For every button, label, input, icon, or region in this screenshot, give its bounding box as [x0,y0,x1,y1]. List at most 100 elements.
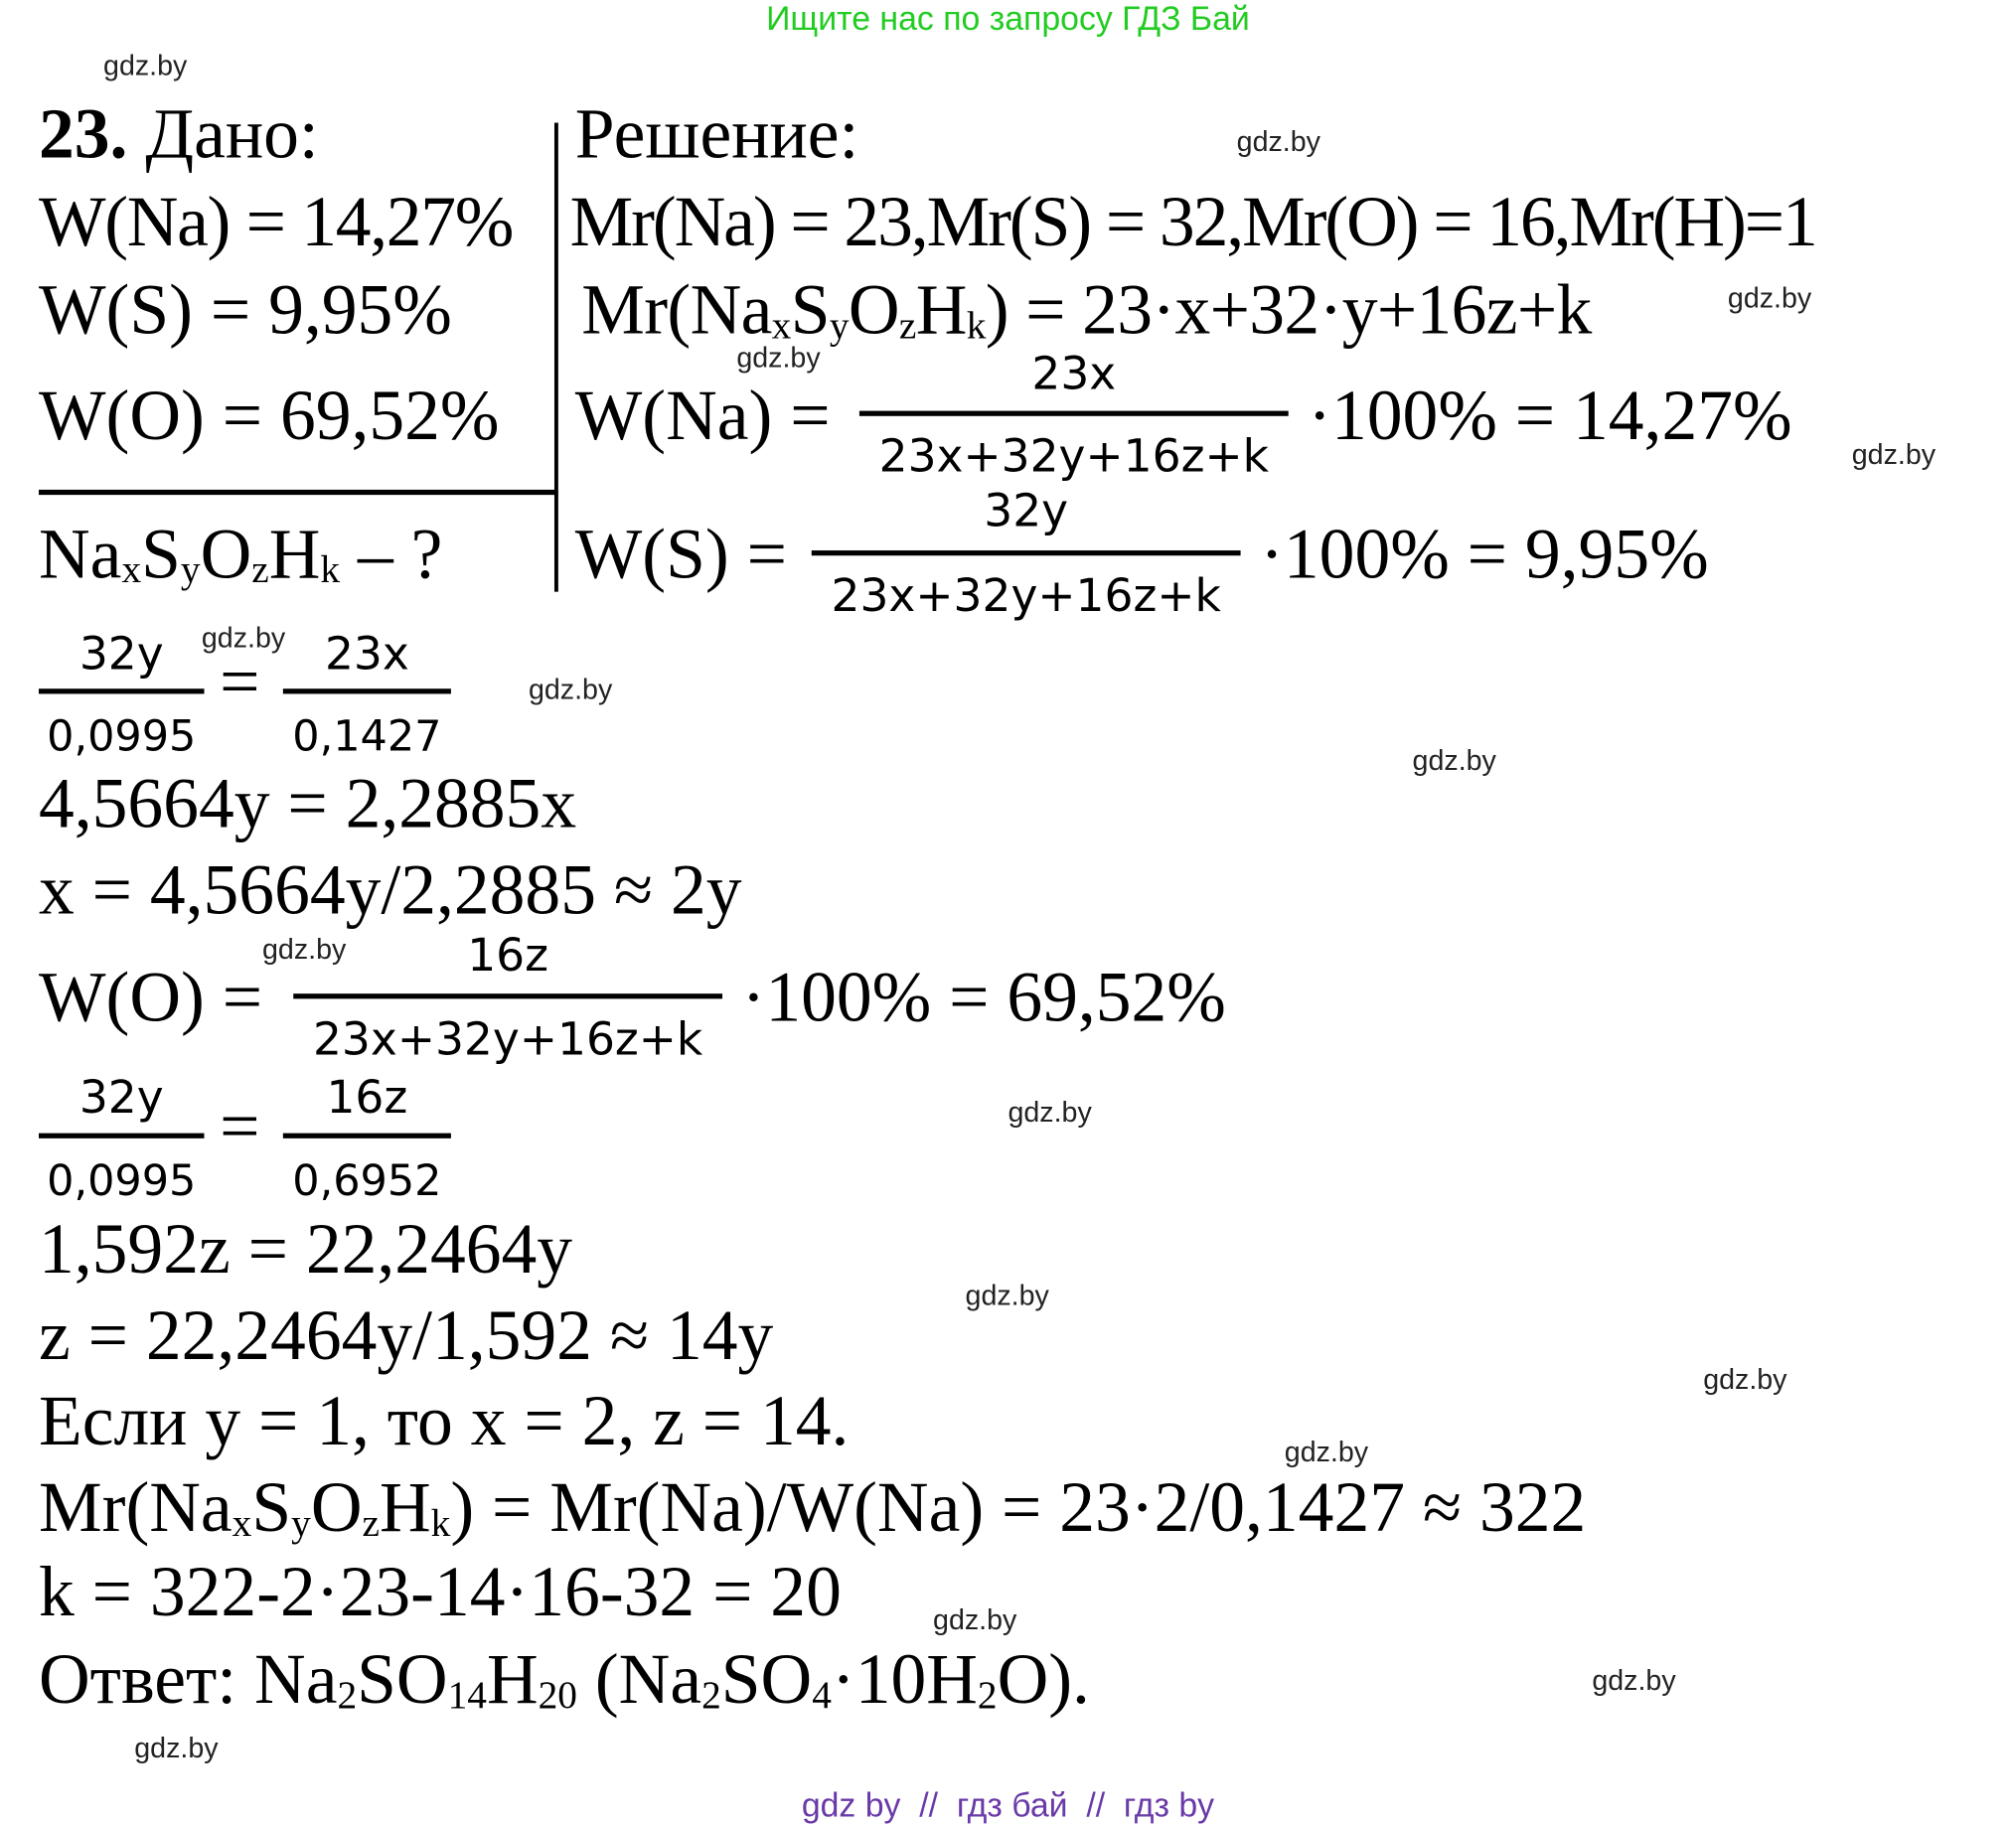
subscript: k [320,546,341,592]
w-na-fraction: 23x 23x+32y+16z+k [858,349,1289,491]
formula-text: H [915,269,968,350]
answer-line: Ответ: Na2SO14H20 (Na2SO4·10H2O). [39,1643,1090,1715]
equation-line: k = 322-2·23-14·16-32 = 20 [39,1552,842,1631]
watermark: gdz.by [103,49,188,81]
watermark: gdz.by [201,621,286,655]
equation-line: 1,592z = 22,2464y [39,1209,573,1289]
formula-text: Ответ: Na [39,1639,338,1719]
equation-line: Если y = 1, то x = 2, z = 14. [39,1381,850,1460]
formula-text: S [251,1467,292,1547]
subscript: k [430,1500,451,1546]
watermark: gdz.by [1412,744,1496,777]
problem-heading: 23. Дано: [39,98,319,170]
fraction-bar [282,1133,451,1139]
formula-text: (Na [576,1639,702,1719]
watermark: gdz.by [262,933,347,966]
numerator: 32y [78,1072,164,1125]
w-o-rhs: ·100% = 69,52% [741,957,1226,1037]
subscript: x [121,546,142,592]
subscript: 2 [977,1672,998,1718]
subscript: 2 [337,1672,358,1718]
formula-text: ·10H [831,1639,978,1719]
formula-text: SO [357,1639,448,1719]
equals-sign: = [220,642,260,721]
watermark: gdz.by [1284,1435,1369,1468]
subscript: y [291,1500,311,1546]
denominator: 0,0995 [47,710,197,762]
formula-text: H [486,1639,539,1719]
equation-line: x = 4,5664y/2,2885 ≈ 2y [39,849,742,930]
ratio1-left-fraction: 32y 0,0995 [39,629,205,762]
given-item: W(Na) = 14,27% [39,182,514,261]
w-s-lhs: W(S) = [574,514,787,593]
equation-line: Mr(NaxSyOzHk) = Mr(Na)/W(Na) = 23·2/0,14… [39,1471,1586,1543]
w-s-rhs: ·100% = 9,95% [1260,514,1709,593]
watermark: gdz.by [1851,437,1937,471]
denominator: 23x+32y+16z+k [312,1013,703,1066]
subscript: x [232,1500,252,1546]
formula-text: Na [39,514,122,593]
numerator: 32y [78,629,164,682]
denominator: 0,1427 [292,710,442,762]
numerator: 23x [1031,349,1117,401]
w-na-rhs: ·100% = 14,27% [1308,376,1792,455]
formula-text: SO [720,1639,813,1719]
subscript: z [251,546,269,592]
watermark: gdz.by [134,1731,219,1764]
formula-text: ) = 23·x+32·y+16z+k [985,269,1593,350]
ratio2-right-fraction: 16z 0,6952 [282,1072,451,1206]
subscript: 14 [447,1672,487,1718]
formula-text: O). [997,1639,1090,1719]
watermark: gdz.by [528,673,613,706]
ratio2-left-fraction: 32y 0,0995 [39,1072,205,1206]
footer-links[interactable]: gdz by // гдз бай // гдз by [801,1785,1215,1824]
subscript: z [898,303,916,348]
solution-divider [553,122,558,592]
formula-text: Mr(Na [39,1467,233,1547]
w-na-lhs: W(Na) = [574,376,831,455]
numerator: 32y [984,486,1069,538]
find-formula: NaxSyOzHk – ? [39,519,442,590]
w-o-fraction: 16z 23x+32y+16z+k [293,930,723,1072]
subscript: k [966,303,987,348]
given-divider [39,489,557,496]
watermark: gdz.by [1703,1363,1787,1396]
search-hint-header[interactable]: Ищите нас по запросу ГДЗ Бай [766,0,1250,38]
subscript: x [771,303,792,348]
subscript: y [829,303,850,348]
formula-text: S [790,269,831,350]
subscript: 4 [812,1672,832,1718]
formula-text: – ? [340,514,443,593]
fraction-bar [293,993,723,999]
given-item: W(S) = 9,95% [39,269,452,350]
molar-mass-formula: Mr(NaxSyOzHk) = 23·x+32·y+16z+k [581,274,1592,348]
denominator: 0,6952 [292,1154,442,1206]
watermark: gdz.by [965,1279,1049,1312]
given-title: Дано: [145,93,319,174]
watermark: gdz.by [1008,1095,1092,1129]
watermark: gdz.by [1592,1664,1676,1697]
formula-text: H [379,1467,431,1547]
fraction-bar [282,688,451,694]
watermark: gdz.by [933,1603,1017,1636]
denominator: 23x+32y+16z+k [878,431,1269,484]
formula-text: O [310,1467,363,1547]
denominator: 0,0995 [47,1154,197,1206]
equals-sign: = [220,1086,260,1166]
fraction-bar [39,1133,205,1139]
formula-text: ) = Mr(Na)/W(Na) = 23·2/0,1427 ≈ 322 [450,1467,1587,1547]
subscript: 2 [701,1672,721,1718]
fraction-bar [39,688,205,694]
numerator: 16z [467,930,549,983]
given-item: W(O) = 69,52% [39,376,500,455]
equation-line: z = 22,2464y/1,592 ≈ 14y [39,1295,774,1375]
problem-number: 23. [39,93,128,174]
formula-text: O [200,514,252,593]
subscript: y [180,546,201,592]
subscript: z [362,1500,380,1546]
fraction-bar [858,410,1289,416]
w-s-fraction: 32y 23x+32y+16z+k [811,486,1241,628]
fraction-bar [811,550,1241,556]
numerator: 16z [326,1072,408,1125]
